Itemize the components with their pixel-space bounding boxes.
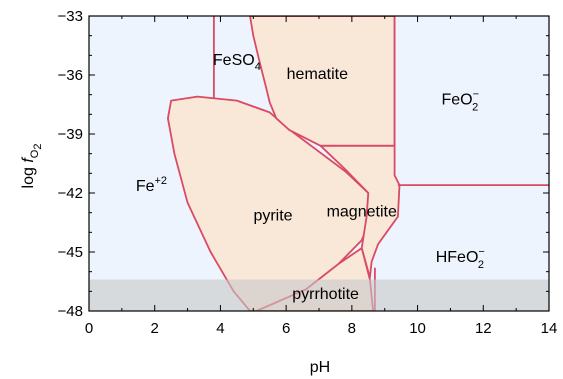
region-magnetite <box>319 144 401 279</box>
x-tick-label: 10 <box>409 320 426 337</box>
y-tick-label: −33 <box>58 8 83 25</box>
y-axis-label: log fO2 <box>20 144 44 189</box>
x-tick-label: 2 <box>151 320 159 337</box>
x-tick-label: 12 <box>475 320 492 337</box>
x-tick-label: 4 <box>216 320 224 337</box>
y-tick-label: −45 <box>58 244 83 261</box>
label-magnetite: magnetite <box>327 204 397 221</box>
label-pyrite: pyrite <box>253 208 292 225</box>
x-tick-label: 14 <box>541 320 558 337</box>
label-fe2: Fe+2 <box>136 175 167 195</box>
label-feo2: FeO− 2 <box>442 89 480 114</box>
x-tick-label: 6 <box>282 320 290 337</box>
label-hematite: hematite <box>287 66 348 83</box>
y-tick-label: −39 <box>58 126 83 143</box>
y-tick-label: −36 <box>58 67 83 84</box>
gray-band <box>89 279 549 311</box>
x-tick-label: 8 <box>348 320 356 337</box>
x-axis-label: pH <box>310 359 330 376</box>
label-feso4: FeSO4 <box>213 52 261 73</box>
y-tick-label: −42 <box>58 185 83 202</box>
region-pyrite <box>166 95 373 311</box>
label-hfeo2: HFeO− 2 <box>436 246 485 271</box>
label-pyrrhotite: pyrrhotite <box>292 286 359 303</box>
x-tick-label: 0 <box>85 320 93 337</box>
y-tick-label: −48 <box>58 303 83 320</box>
